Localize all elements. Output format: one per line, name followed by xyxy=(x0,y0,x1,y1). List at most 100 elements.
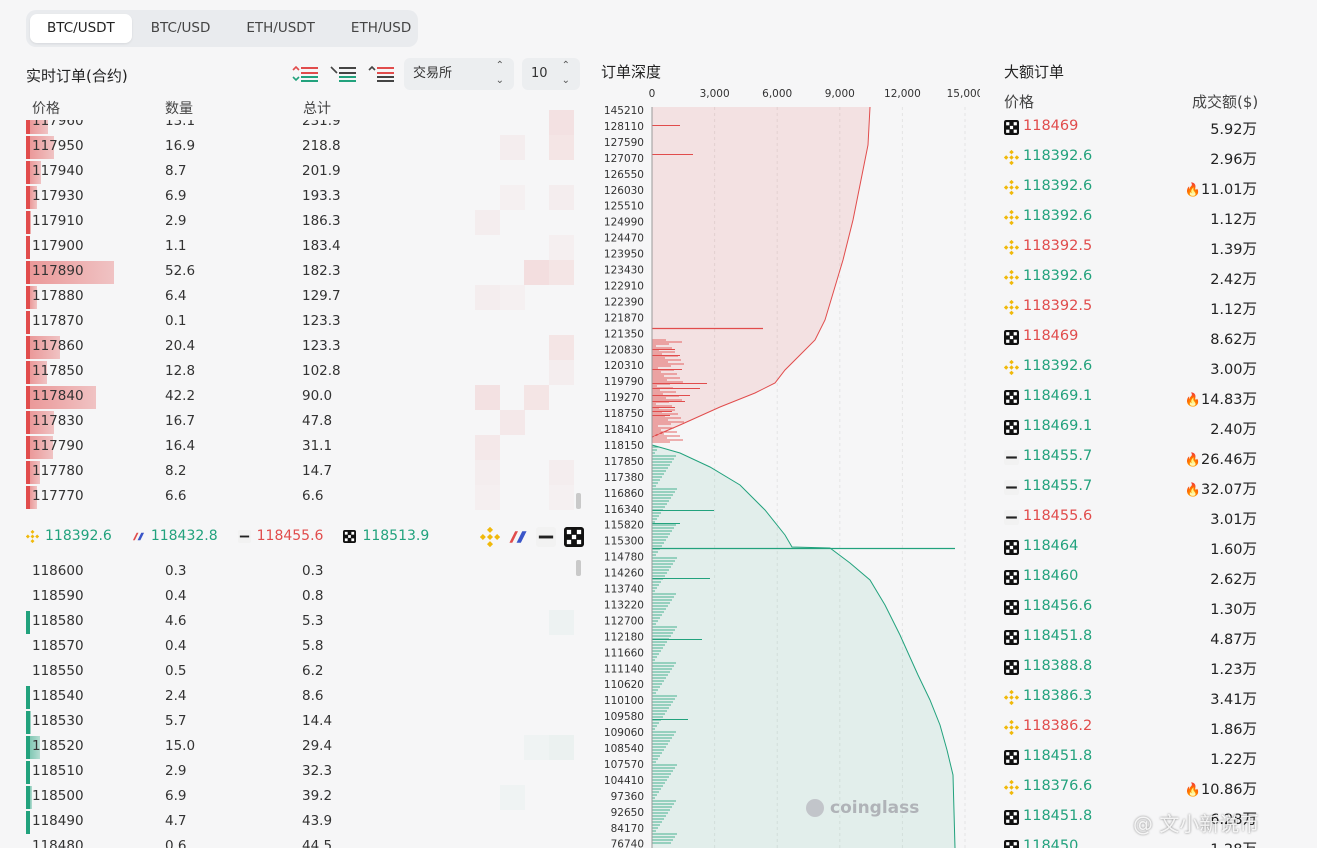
large-order-row[interactable]: 118392.6 3.00万 xyxy=(1003,353,1263,383)
view-bids-icon[interactable] xyxy=(330,64,358,84)
ask-row[interactable]: 117910 2.9 186.3 xyxy=(26,210,586,235)
large-order-row[interactable]: 118460 2.62万 xyxy=(1003,563,1263,593)
large-order-amount: 🔥11.01万 xyxy=(1185,178,1257,199)
large-order-row[interactable]: 118386.2 1.86万 xyxy=(1003,713,1263,743)
depth-select[interactable]: 10 ⌃ ⌄ xyxy=(522,58,580,90)
y-tick-label: 109060 xyxy=(604,727,644,739)
large-order-row[interactable]: 118392.6 2.96万 xyxy=(1003,143,1263,173)
exchange-logo xyxy=(1003,209,1020,226)
large-order-row[interactable]: 118392.5 1.39万 xyxy=(1003,233,1263,263)
large-order-row[interactable]: 118392.6 🔥11.01万 xyxy=(1003,173,1263,203)
large-order-row[interactable]: 118469.1 🔥14.83万 xyxy=(1003,383,1263,413)
ask-row[interactable]: 117780 8.2 14.7 xyxy=(26,460,586,485)
okx-icon xyxy=(1004,810,1019,825)
y-tick-label: 110620 xyxy=(604,679,644,691)
exchange-logo xyxy=(1003,179,1020,196)
bid-depth-line xyxy=(651,444,956,848)
ask-qty: 52.6 xyxy=(165,263,196,279)
bid-row[interactable]: 118580 4.6 5.3 xyxy=(26,610,586,635)
large-order-row[interactable]: 118376.6 🔥10.86万 xyxy=(1003,773,1263,803)
ask-row[interactable]: 117840 42.2 90.0 xyxy=(26,385,586,410)
ask-row[interactable]: 117790 16.4 31.1 xyxy=(26,435,586,460)
bid-row[interactable]: 118600 0.3 0.3 xyxy=(26,560,586,585)
large-order-row[interactable]: 118388.8 1.23万 xyxy=(1003,653,1263,683)
asks-scrollbar[interactable] xyxy=(576,493,581,509)
tab-eth-usdt[interactable]: ETH/USDT xyxy=(246,20,315,36)
bid-row[interactable]: 118550 0.5 6.2 xyxy=(26,660,586,685)
bid-row[interactable]: 118500 6.9 39.2 xyxy=(26,785,586,810)
tab-btc-usdt[interactable]: BTC/USDT xyxy=(30,14,132,43)
large-order-row[interactable]: 118464 1.60万 xyxy=(1003,533,1263,563)
ask-depth-bar xyxy=(26,236,30,259)
large-order-row[interactable]: 118386.3 3.41万 xyxy=(1003,683,1263,713)
bid-row[interactable]: 118570 0.4 5.8 xyxy=(26,635,586,660)
ask-row[interactable]: 117870 0.1 123.3 xyxy=(26,310,586,335)
y-tick-label: 145210 xyxy=(604,105,644,117)
bid-row[interactable]: 118480 0.6 44.5 xyxy=(26,835,586,848)
tab-eth-usd[interactable]: ETH/USD xyxy=(350,20,412,36)
ask-row[interactable]: 117950 16.9 218.8 xyxy=(26,135,586,160)
ask-row[interactable]: 117940 8.7 201.9 xyxy=(26,160,586,185)
large-order-row[interactable]: 118455.7 🔥26.46万 xyxy=(1003,443,1263,473)
exchange-select-value: 交易所 xyxy=(413,66,453,81)
large-order-amount-value: 6.28万 xyxy=(1210,812,1257,828)
bybit-filter-button[interactable] xyxy=(536,527,556,547)
ask-row[interactable]: 117930 6.9 193.3 xyxy=(26,185,586,210)
ask-row[interactable]: 117770 6.6 6.6 xyxy=(26,485,586,510)
bid-row[interactable]: 118540 2.4 8.6 xyxy=(26,685,586,710)
binance-icon xyxy=(1003,209,1020,226)
heat-cell xyxy=(549,185,574,210)
okx-icon xyxy=(1004,330,1019,345)
large-order-amount-value: 3.00万 xyxy=(1210,362,1257,378)
bid-row[interactable]: 118590 0.4 0.8 xyxy=(26,585,586,610)
bid-row[interactable]: 118510 2.9 32.3 xyxy=(26,760,586,785)
bid-price: 118540 xyxy=(32,688,84,704)
large-order-row[interactable]: 118469 8.62万 xyxy=(1003,323,1263,353)
heat-cell xyxy=(549,335,574,360)
large-order-row[interactable]: 118451.8 6.28万 xyxy=(1003,803,1263,833)
ask-row[interactable]: 117830 16.7 47.8 xyxy=(26,410,586,435)
large-order-row[interactable]: 118455.7 🔥32.07万 xyxy=(1003,473,1263,503)
large-order-row[interactable]: 118392.6 1.12万 xyxy=(1003,203,1263,233)
bids-scrollbar[interactable] xyxy=(576,560,581,576)
binance-icon xyxy=(1003,299,1020,316)
large-order-row[interactable]: 118456.6 1.30万 xyxy=(1003,593,1263,623)
ask-row[interactable]: 117850 12.8 102.8 xyxy=(26,360,586,385)
ask-row[interactable]: 117890 52.6 182.3 xyxy=(26,260,586,285)
tab-btc-usd[interactable]: BTC/USD xyxy=(150,20,211,36)
binance-filter-button[interactable] xyxy=(479,526,501,548)
ask-row[interactable]: 117880 6.4 129.7 xyxy=(26,285,586,310)
bid-price: 118480 xyxy=(32,838,84,848)
bid-total: 0.3 xyxy=(302,563,324,579)
ask-total: 183.4 xyxy=(302,238,341,254)
large-order-amount-value: 1.28万 xyxy=(1210,842,1257,848)
exchange-select[interactable]: 交易所 ⌃ ⌄ xyxy=(404,58,514,90)
bid-total: 32.3 xyxy=(302,763,333,779)
okx-filter-button[interactable] xyxy=(564,527,584,547)
large-order-row[interactable]: 118392.6 2.42万 xyxy=(1003,263,1263,293)
bid-qty: 15.0 xyxy=(165,738,196,754)
large-order-price: 118386.2 xyxy=(1023,718,1093,734)
view-asks-icon[interactable] xyxy=(368,64,396,84)
ask-row[interactable]: 117900 1.1 183.4 xyxy=(26,235,586,260)
large-order-row[interactable]: 118451.8 4.87万 xyxy=(1003,623,1263,653)
y-tick-label: 119270 xyxy=(604,392,644,404)
ask-row[interactable]: 117960 13.1 231.9 xyxy=(26,120,586,135)
bid-row[interactable]: 118530 5.7 14.4 xyxy=(26,710,586,735)
large-order-row[interactable]: 118455.6 3.01万 xyxy=(1003,503,1263,533)
bitmex-filter-button[interactable] xyxy=(508,527,528,547)
large-order-row[interactable]: 118469 5.92万 xyxy=(1003,113,1263,143)
bid-row[interactable]: 118520 15.0 29.4 xyxy=(26,735,586,760)
ask-qty: 2.9 xyxy=(165,213,187,229)
y-tick-label: 114780 xyxy=(604,552,644,564)
y-tick-label: 126550 xyxy=(604,169,644,181)
ask-row[interactable]: 117860 20.4 123.3 xyxy=(26,335,586,360)
large-order-row[interactable]: 118392.5 1.12万 xyxy=(1003,293,1263,323)
exchange-logo xyxy=(1004,660,1019,675)
heat-cell xyxy=(549,485,574,510)
bid-row[interactable]: 118490 4.7 43.9 xyxy=(26,810,586,835)
view-both-icon[interactable] xyxy=(292,64,320,84)
large-order-row[interactable]: 118469.1 2.40万 xyxy=(1003,413,1263,443)
large-order-row[interactable]: 118451.8 1.22万 xyxy=(1003,743,1263,773)
large-order-row[interactable]: 118450 1.28万 xyxy=(1003,833,1263,848)
